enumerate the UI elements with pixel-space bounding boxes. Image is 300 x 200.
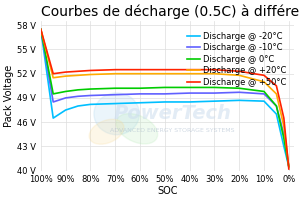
Text: ADVANCED ENERGY STORAGE SYSTEMS: ADVANCED ENERGY STORAGE SYSTEMS <box>110 128 235 133</box>
Text: PowerTech: PowerTech <box>113 104 231 123</box>
X-axis label: SOC: SOC <box>157 186 178 196</box>
Ellipse shape <box>89 119 124 144</box>
Text: Courbes de décharge (0.5C) à différentes températures: Courbes de décharge (0.5C) à différentes… <box>41 4 300 19</box>
Y-axis label: Pack Voltage: Pack Voltage <box>4 65 14 127</box>
Ellipse shape <box>116 114 158 144</box>
Ellipse shape <box>94 93 140 135</box>
Legend: Discharge @ -20°C, Discharge @ -10°C, Discharge @ 0°C, Discharge @ +20°C, Discha: Discharge @ -20°C, Discharge @ -10°C, Di… <box>184 28 290 90</box>
